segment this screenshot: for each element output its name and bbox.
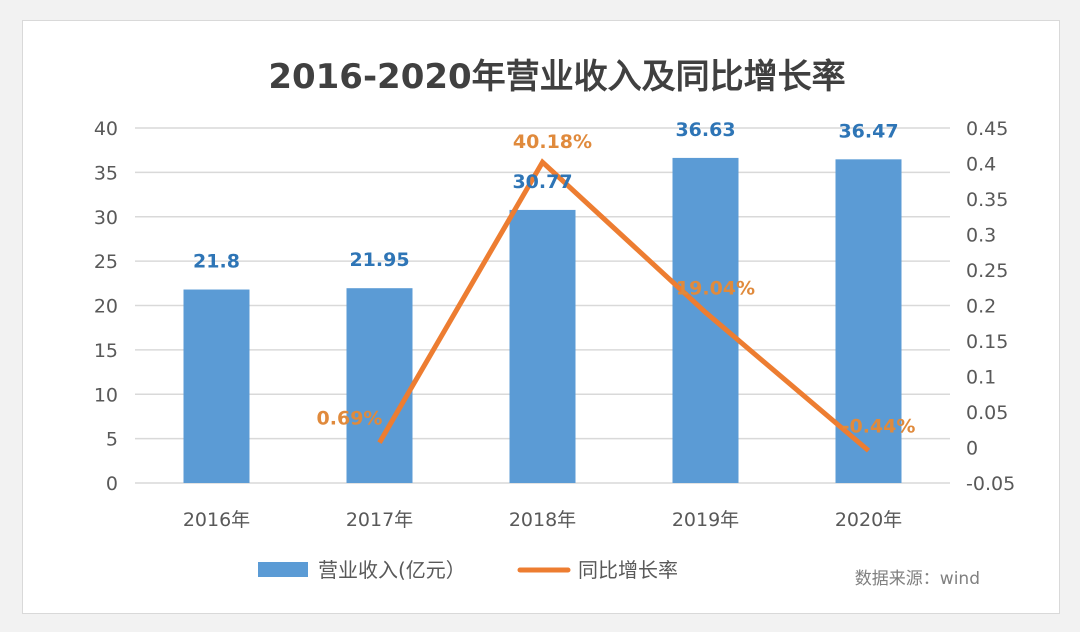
line-data-label: -0.44%: [842, 416, 916, 438]
left-tick-label: 30: [94, 207, 118, 229]
right-tick-label: 0.4: [966, 154, 996, 176]
x-tick-label: 2020年: [835, 509, 902, 531]
right-tick-label: 0.1: [966, 367, 996, 389]
legend-bar-label: 营业收入(亿元）: [318, 558, 466, 582]
right-tick-label: 0.25: [966, 260, 1008, 282]
bar-data-label: 36.63: [675, 119, 735, 141]
x-tick-label: 2016年: [183, 509, 250, 531]
right-tick-label: 0: [966, 438, 978, 460]
left-tick-label: 10: [94, 384, 118, 406]
bar: [346, 288, 413, 483]
legend: 营业收入(亿元） 同比增长率: [258, 558, 678, 582]
bar-data-label: 21.95: [349, 249, 409, 271]
left-tick-label: 25: [94, 251, 118, 273]
bar-data-label: 21.8: [193, 251, 240, 273]
line-data-label: 0.69%: [317, 408, 383, 430]
right-tick-label: 0.3: [966, 225, 996, 247]
line-data-label: 40.18%: [513, 131, 592, 153]
right-tick-label: -0.05: [966, 473, 1015, 495]
chart-title: 2016-2020年营业收入及同比增长率: [268, 57, 845, 97]
bar: [509, 209, 576, 483]
left-tick-label: 35: [94, 162, 118, 184]
growth-line: [377, 158, 871, 453]
bar-data-label: 36.47: [838, 120, 898, 142]
source-note: 数据来源：wind: [855, 569, 980, 589]
line-data-label: 19.04%: [676, 277, 755, 299]
right-tick-label: 0.15: [966, 331, 1008, 353]
left-tick-label: 20: [94, 296, 118, 318]
right-tick-label: 0.2: [966, 296, 996, 318]
right-tick-label: 0.45: [966, 118, 1008, 140]
right-tick-label: 0.35: [966, 189, 1008, 211]
bar-data-label: 30.77: [512, 171, 572, 193]
x-tick-label: 2018年: [509, 509, 576, 531]
bar: [183, 289, 250, 483]
x-tick-label: 2017年: [346, 509, 413, 531]
x-tick-label: 2019年: [672, 509, 739, 531]
left-tick-label: 15: [94, 340, 118, 362]
legend-bar-swatch: [258, 562, 308, 577]
bar: [672, 157, 739, 483]
left-tick-label: 0: [106, 473, 118, 495]
legend-line-label: 同比增长率: [578, 558, 678, 582]
right-tick-label: 0.05: [966, 402, 1008, 424]
left-tick-label: 5: [106, 429, 118, 451]
left-tick-label: 40: [94, 118, 118, 140]
